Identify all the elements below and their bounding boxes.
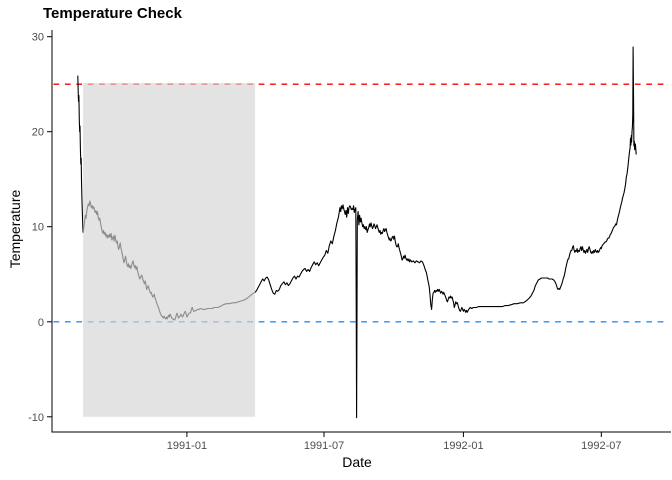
y-axis-title: Temperature — [7, 189, 23, 269]
y-tick-label: -10 — [28, 412, 44, 424]
y-tick-label: 10 — [32, 222, 44, 234]
y-tick-label: 20 — [32, 127, 44, 139]
chart-title: Temperature Check — [43, 5, 182, 22]
shaded-region — [83, 83, 256, 417]
x-axis-title: Date — [342, 454, 372, 470]
x-tick-label: 1991-01 — [167, 440, 207, 452]
y-tick-label: 30 — [32, 32, 44, 44]
x-tick-label: 1991-07 — [304, 440, 344, 452]
x-tick-label: 1992-01 — [443, 440, 483, 452]
x-tick-label: 1992-07 — [581, 440, 621, 452]
y-tick-label: 0 — [38, 317, 44, 329]
